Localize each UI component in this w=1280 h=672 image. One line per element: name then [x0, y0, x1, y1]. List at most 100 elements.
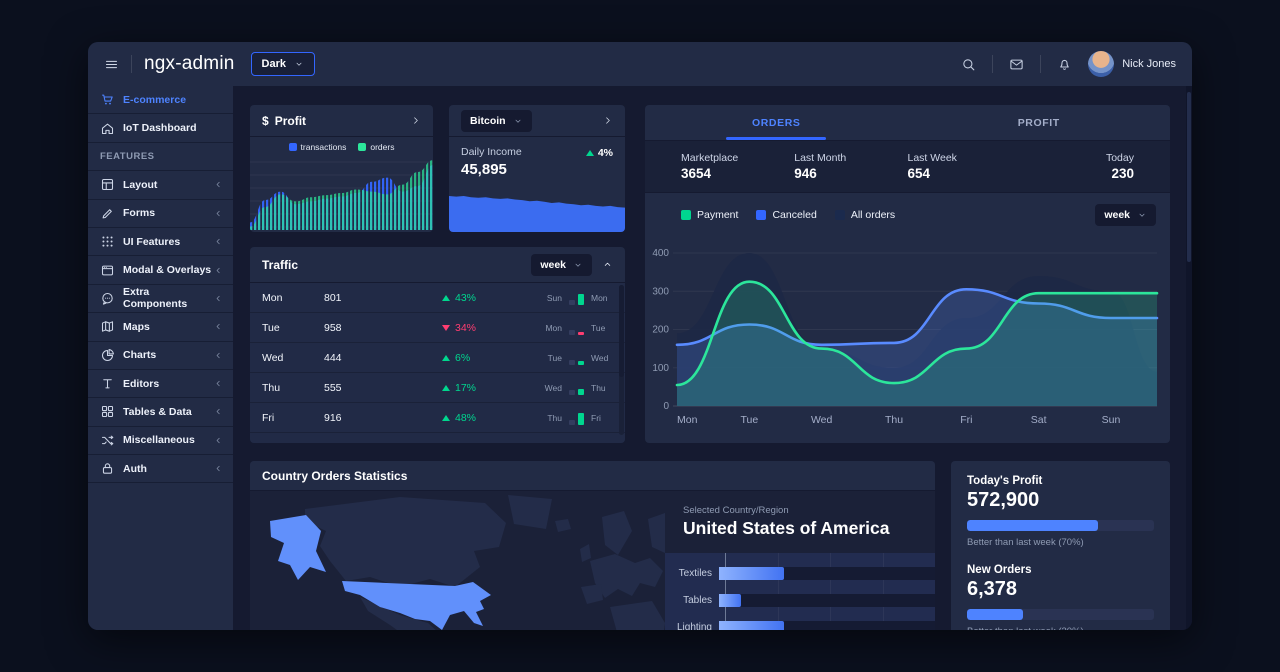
chevron-right-icon[interactable]	[410, 115, 421, 126]
menu-icon[interactable]	[104, 57, 119, 72]
compare-from-label: Wed	[544, 382, 562, 393]
new-orders-block: New Orders 6,378 Better than last week (…	[967, 564, 1154, 630]
chevron-left-icon	[214, 266, 223, 275]
compare-from-label: Mon	[545, 322, 562, 333]
legend-swatch	[681, 210, 691, 220]
search-icon[interactable]	[957, 57, 980, 72]
legend-item[interactable]: All orders	[834, 209, 896, 221]
bell-icon[interactable]	[1053, 57, 1076, 72]
traffic-period-value: week	[540, 258, 566, 271]
chevron-left-icon	[214, 351, 223, 360]
selected-country-label: Selected Country/Region	[683, 505, 789, 516]
orders-period-select[interactable]: week	[1095, 204, 1156, 226]
sidebar-item-label: Auth	[123, 462, 147, 475]
legend-item[interactable]: transactions	[288, 142, 346, 152]
sidebar-item-extra-components[interactable]: Extra Components	[88, 285, 233, 314]
tab-orders[interactable]: ORDERS	[751, 116, 801, 129]
traffic-card: Traffic week Mon 801 43% Sun Mon Tue 958 34% Mon…	[250, 247, 625, 443]
user-menu[interactable]: Nick Jones	[1088, 51, 1176, 77]
sidebar-item-tables-data[interactable]: Tables & Data	[88, 398, 233, 427]
profit-chart	[250, 160, 433, 230]
sidebar: E-commerce IoT Dashboard FEATURES Layout For…	[88, 86, 233, 630]
trend-down-icon	[442, 324, 450, 331]
sidebar-item-maps[interactable]: Maps	[88, 313, 233, 342]
gridline	[830, 553, 831, 630]
trend-up-icon	[442, 414, 450, 421]
sidebar-item-label: Editors	[123, 377, 160, 390]
bar-track	[719, 594, 935, 607]
daily-income-value: 45,895	[461, 161, 507, 178]
stat-value: 654	[907, 166, 931, 181]
sidebar-item-ui-features[interactable]: UI Features	[88, 228, 233, 257]
active-tab-underline	[726, 137, 827, 140]
sidebar-item-label: Tables & Data	[123, 405, 192, 418]
map-region-usa[interactable]	[270, 515, 491, 630]
sidebar-item-modal-overlays[interactable]: Modal & Overlays	[88, 256, 233, 285]
traffic-period-select[interactable]: week	[531, 253, 592, 276]
sidebar-item-forms[interactable]: Forms	[88, 200, 233, 228]
orders-legend-row: Payment Canceled All orders week	[645, 193, 1170, 237]
compare-to-label: Mon	[591, 292, 608, 303]
bitcoin-card-body: Daily Income 45,895 4%	[449, 137, 625, 178]
traffic-scrollbar[interactable]	[619, 285, 624, 435]
chevron-left-icon	[214, 322, 223, 331]
country-bar-row-tables: Tables	[665, 594, 935, 607]
new-orders-progress	[967, 609, 1154, 620]
bitcoin-card: Bitcoin Daily Income 45,895 4%	[449, 105, 625, 232]
profit-card: $ Profit transactions orders	[250, 105, 433, 232]
todays-profit-block: Today's Profit 572,900 Better than last …	[967, 475, 1154, 548]
legend-item[interactable]: orders	[358, 142, 394, 152]
legend-label: All orders	[850, 209, 896, 221]
theme-select[interactable]: Dark	[250, 52, 315, 76]
profit-legend: transactions orders	[250, 137, 433, 154]
sidebar-item-auth[interactable]: Auth	[88, 455, 233, 484]
dollar-icon: $	[262, 113, 269, 128]
svg-text:400: 400	[652, 248, 669, 259]
grid-icon	[100, 404, 115, 419]
svg-text:300: 300	[652, 286, 669, 297]
sidebar-item-charts[interactable]: Charts	[88, 342, 233, 370]
bitcoin-chart	[449, 196, 625, 232]
sidebar-item-miscellaneous[interactable]: Miscellaneous	[88, 427, 233, 456]
stat-value: 946	[794, 166, 817, 181]
chevron-right-icon[interactable]	[602, 115, 613, 126]
collapse-icon[interactable]	[602, 259, 613, 270]
sidebar-item-editors[interactable]: Editors	[88, 370, 233, 399]
main-scrollbar[interactable]	[1186, 86, 1192, 630]
sidebar-item-e-commerce[interactable]: E-commerce	[88, 86, 233, 115]
orders-legend: Payment Canceled All orders	[681, 209, 913, 221]
traffic-card-header: Traffic week	[250, 247, 625, 283]
compare-from-label: Tue	[547, 352, 562, 363]
bar-value	[719, 594, 741, 607]
sidebar-item-label: Charts	[123, 349, 157, 362]
keypad-icon	[100, 234, 115, 249]
compare-bars	[569, 291, 584, 305]
svg-text:Sun: Sun	[1102, 414, 1121, 426]
trend-up-icon	[442, 294, 450, 301]
edit-icon	[100, 206, 115, 221]
traffic-value: 555	[324, 381, 342, 394]
text-icon	[100, 376, 115, 391]
orders-stat: Last Month 946	[794, 152, 907, 181]
sidebar-item-iot-dashboard[interactable]: IoT Dashboard	[88, 114, 233, 143]
traffic-delta: 48%	[442, 412, 534, 424]
lock-icon	[100, 461, 115, 476]
traffic-value: 958	[324, 321, 342, 334]
sidebar-item-layout[interactable]: Layout	[88, 171, 233, 200]
orders-chart: 0 100 200 300 400 Mon Tue Wed Thu Fri Sat Sun	[652, 248, 1159, 426]
orders-stat: Last Week 654	[908, 152, 1021, 181]
sidebar-group-label: FEATURES	[88, 143, 233, 172]
svg-text:Tue: Tue	[740, 414, 758, 426]
tab-profit[interactable]: PROFIT	[1017, 116, 1060, 129]
traffic-compare: Wed Thu	[534, 381, 613, 395]
orders-stat: Today 230	[1021, 152, 1134, 181]
new-orders-label: New Orders	[967, 564, 1032, 576]
pie-chart-icon	[100, 348, 115, 363]
country-card-header: Country Orders Statistics	[250, 461, 935, 491]
legend-item[interactable]: Canceled	[756, 209, 817, 221]
traffic-day: Tue	[262, 321, 280, 334]
currency-select[interactable]: Bitcoin	[461, 109, 532, 132]
legend-item[interactable]: Payment	[681, 209, 738, 221]
email-icon[interactable]	[1005, 57, 1028, 72]
delta-value: 4%	[597, 147, 613, 159]
